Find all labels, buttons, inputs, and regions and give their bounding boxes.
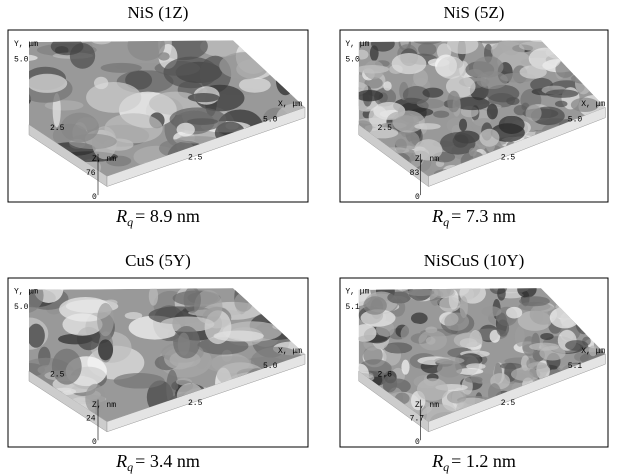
x-axis-label: X, μm bbox=[581, 100, 605, 109]
y-tick-label: 2.5 bbox=[378, 124, 393, 133]
caption-text: = 1.2 nm bbox=[451, 451, 516, 471]
z-tick-label: 0 bbox=[92, 193, 97, 202]
y-axis-label: Y, μm bbox=[14, 40, 38, 49]
caption-subscript: q bbox=[443, 215, 449, 229]
caption-symbol: R bbox=[115, 451, 127, 471]
panel-title: CuS (5Y) bbox=[125, 251, 191, 270]
panel: NiS (1Z)Y, μm5.02.5X, μm5.02.5Z, nm760Rq… bbox=[0, 3, 330, 229]
caption-text: = 7.3 nm bbox=[451, 206, 516, 226]
caption-symbol: R bbox=[115, 206, 127, 226]
caption-text: = 8.9 nm bbox=[135, 206, 200, 226]
caption-subscript: q bbox=[127, 215, 133, 229]
caption: Rq= 8.9 nm bbox=[115, 206, 200, 229]
x-axis-label: X, μm bbox=[581, 347, 605, 356]
panel-title: NiS (5Z) bbox=[444, 3, 505, 22]
y-tick-label: 2.6 bbox=[378, 370, 393, 379]
y-axis-label: Y, μm bbox=[345, 288, 369, 297]
x-tick-label: 5.0 bbox=[263, 362, 278, 371]
z-tick-label: 0 bbox=[415, 438, 420, 447]
y-tick-label: 5.0 bbox=[14, 55, 29, 64]
x-axis-label: X, μm bbox=[278, 100, 302, 109]
y-tick-label: 2.5 bbox=[50, 370, 65, 379]
z-axis-label: Z, nm bbox=[415, 155, 439, 164]
z-tick-label: 76 bbox=[86, 169, 96, 178]
z-tick-label: 24 bbox=[86, 414, 96, 423]
panel: NiSCuS (10Y) Y, μm 5.1 2.6 X, μm 5.1 2.5 Z, nm 7… bbox=[338, 251, 616, 474]
caption: Rq= 3.4 nm bbox=[115, 451, 200, 474]
z-axis-label: Z, nm bbox=[92, 155, 116, 164]
figure: NiS (1Z)Y, μm5.02.5X, μm5.02.5Z, nm760Rq… bbox=[0, 0, 636, 474]
y-tick-label: 5.0 bbox=[14, 303, 29, 312]
x-tick-label: 2.5 bbox=[501, 153, 516, 162]
z-tick-label: 0 bbox=[415, 193, 420, 202]
caption: Rq= 1.2 nm bbox=[431, 451, 516, 474]
x-tick-label: 5.0 bbox=[568, 116, 583, 125]
caption-symbol: R bbox=[431, 451, 443, 471]
y-axis-label: Y, μm bbox=[14, 288, 38, 297]
z-axis-label: Z, nm bbox=[92, 401, 116, 410]
y-tick-label: 5.1 bbox=[345, 303, 360, 312]
x-tick-label: 5.0 bbox=[263, 116, 278, 125]
y-tick-label: 2.5 bbox=[50, 124, 65, 133]
x-tick-label: 5.1 bbox=[568, 362, 583, 371]
panel: CuS (5Y)Y, μm5.02.5X, μm5.02.5Z, nm240Rq… bbox=[8, 251, 327, 474]
panel-title: NiS (1Z) bbox=[128, 3, 189, 22]
panel-title: NiSCuS (10Y) bbox=[424, 251, 525, 270]
y-axis-label: Y, μm bbox=[345, 40, 369, 49]
panel: NiS (5Z) Y, μm 5.0 2.5 X, μm 5.0 2.5 Z, nm 83 0 Rq… bbox=[339, 3, 617, 229]
x-tick-label: 2.5 bbox=[501, 399, 516, 408]
caption-subscript: q bbox=[127, 460, 133, 474]
x-axis-label: X, μm bbox=[278, 347, 302, 356]
x-tick-label: 2.5 bbox=[188, 153, 203, 162]
z-tick-label: 0 bbox=[92, 438, 97, 447]
x-tick-label: 2.5 bbox=[188, 399, 203, 408]
caption-subscript: q bbox=[443, 460, 449, 474]
y-tick-label: 5.0 bbox=[345, 55, 360, 64]
caption: Rq= 7.3 nm bbox=[431, 206, 516, 229]
caption-symbol: R bbox=[431, 206, 443, 226]
z-tick-label: 83 bbox=[410, 169, 420, 178]
caption-text: = 3.4 nm bbox=[135, 451, 200, 471]
z-axis-label: Z, nm bbox=[415, 401, 439, 410]
z-tick-label: 7.7 bbox=[410, 414, 425, 423]
